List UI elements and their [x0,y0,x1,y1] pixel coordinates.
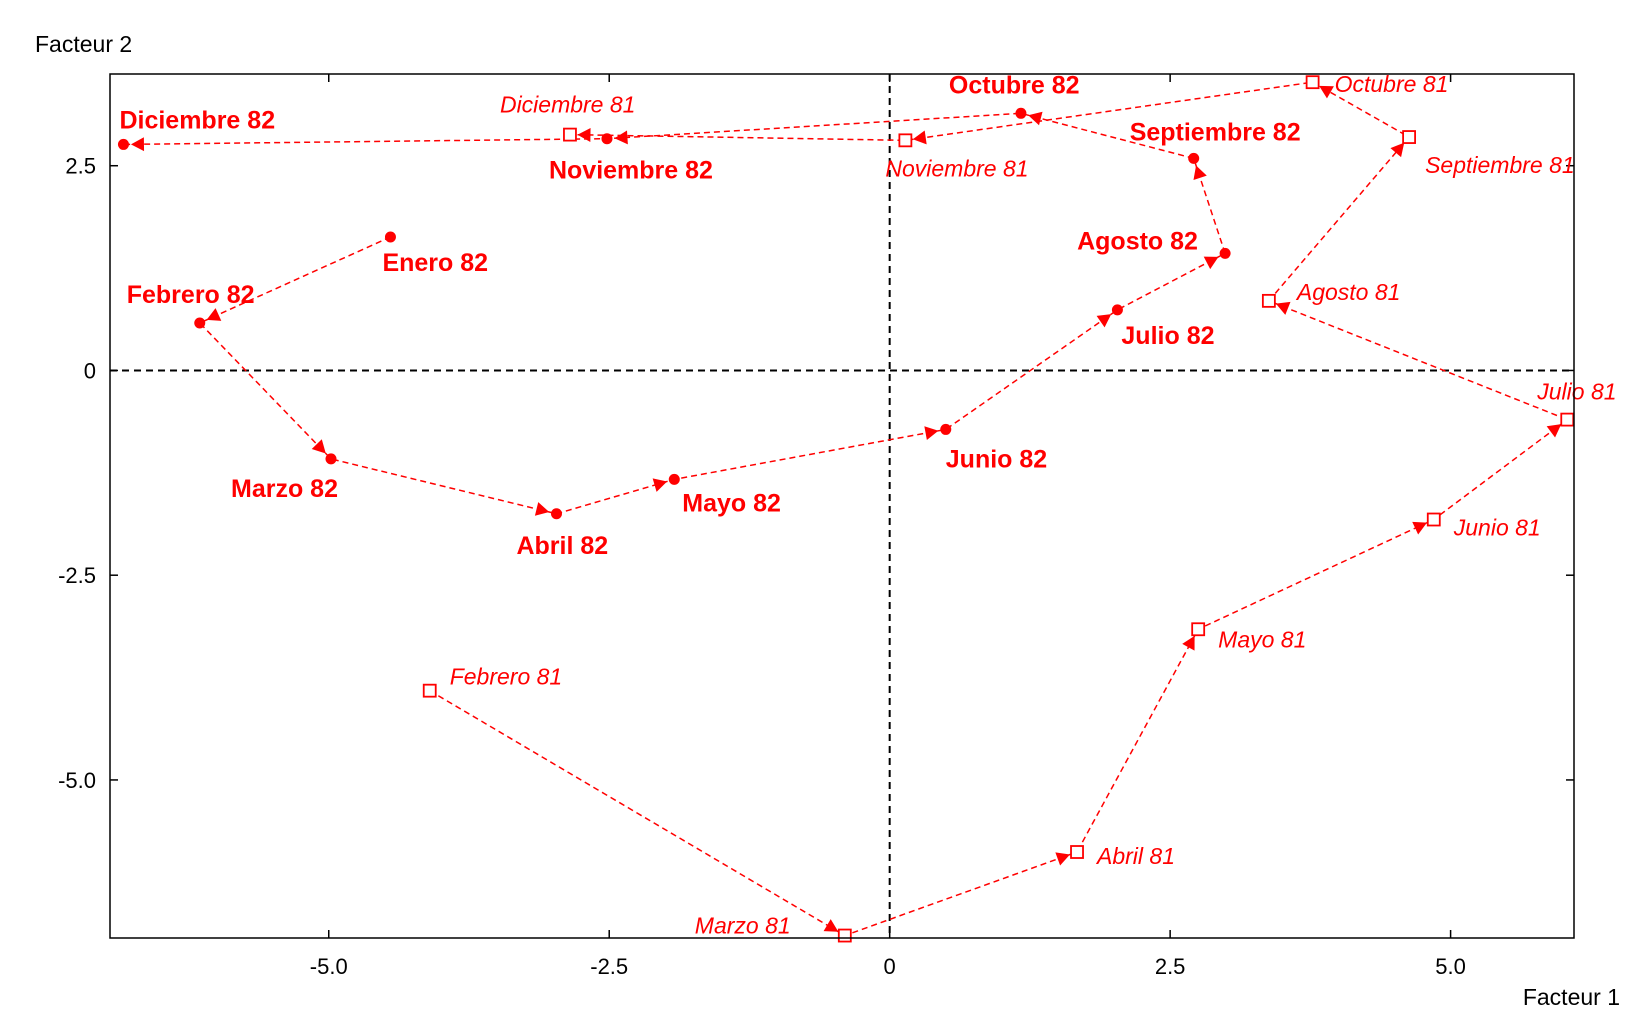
series-82-arrowhead [311,439,326,454]
series-82-arrowhead [534,502,550,516]
label-abril-82: Abril 82 [516,532,608,560]
y-tick-label: 2.5 [65,154,96,179]
point-labels: Enero 82 Febrero 82 Marzo 82 Abril 82 Mayo 8… [119,71,1616,938]
label-mayo-81: Mayo 81 [1218,626,1306,652]
label-febrero-82: Febrero 82 [127,281,255,309]
y-tick-label: -2.5 [58,563,96,588]
series-82-line [123,112,1227,515]
series-81-arrowhead [1412,521,1427,535]
series-82-arrowhead [614,130,628,145]
point-agosto-81 [1261,293,1276,308]
label-junio-81: Junio 81 [1453,515,1541,541]
series-82-arrowhead [206,308,222,321]
series-82-arrowhead [924,426,939,441]
label-noviembre-82: Noviembre 82 [549,157,713,185]
point-mayo-82 [668,473,680,485]
series-81-line [429,81,1569,937]
trajectory-lines [123,81,1569,937]
series-81-arrowhead [1319,85,1334,99]
series-81-arrowhead [1546,424,1562,438]
point-junio-82 [940,423,952,435]
label-octubre-81: Octubre 81 [1335,71,1449,97]
point-abril-81 [1070,845,1084,859]
point-noviembre-81 [898,133,913,148]
series-81-arrowhead [912,130,927,145]
point-julio-82 [1111,304,1123,316]
x-tick-label: 5.0 [1435,954,1466,979]
point-febrero-81 [422,683,437,698]
label-octubre-82: Octubre 82 [949,71,1080,99]
plot-area-background [110,74,1574,938]
axes: -5.0 -2.5 0 2.5 5.0 2.5 0 -2.5 -5.0 [58,74,1574,979]
series-81-arrowhead [1055,852,1070,866]
series-82-arrowhead [1028,111,1043,126]
series-82-arrowhead [652,478,668,492]
point-enero-82 [384,231,396,243]
label-abril-81: Abril 81 [1095,843,1175,869]
point-agosto-82 [1219,247,1231,259]
label-julio-82: Julio 82 [1121,322,1214,350]
series-82-arrowhead [1193,165,1207,181]
label-septiembre-82: Septiembre 82 [1130,118,1301,146]
point-markers [117,75,1575,943]
label-agosto-81: Agosto 81 [1295,279,1401,305]
y-tick-label: -5.0 [58,768,96,793]
point-diciembre-81 [563,127,577,142]
label-noviembre-81: Noviembre 81 [885,155,1028,181]
label-agosto-82: Agosto 82 [1077,227,1198,255]
point-mayo-81 [1191,622,1206,637]
label-febrero-81: Febrero 81 [450,664,563,690]
label-junio-82: Junio 82 [946,445,1047,473]
x-tick-label: 0 [884,954,896,979]
x-tick-label: -5.0 [310,954,348,979]
y-tick-label: 0 [84,358,96,383]
point-octubre-82 [1015,107,1027,119]
point-septiembre-81 [1402,130,1416,144]
label-julio-81: Julio 81 [1536,379,1616,405]
series-81-arrowhead [577,127,591,142]
label-diciembre-81: Diciembre 81 [500,92,635,118]
point-abril-82 [550,508,562,520]
label-septiembre-81: Septiembre 81 [1425,152,1575,178]
point-octubre-81 [1305,75,1320,90]
series-81-arrowhead [1182,635,1195,651]
point-diciembre-82 [117,138,129,150]
point-junio-81 [1426,512,1441,527]
point-septiembre-82 [1188,152,1200,164]
direction-arrows [130,85,1562,932]
point-marzo-81 [837,928,852,943]
label-enero-82: Enero 82 [382,249,488,277]
point-julio-81 [1560,412,1575,427]
series-81-arrowhead [823,919,839,932]
label-marzo-81: Marzo 81 [695,913,791,939]
point-noviembre-82 [601,133,613,145]
series-81-arrowhead [1275,301,1291,315]
label-marzo-82: Marzo 82 [231,475,338,503]
series-82-arrowhead [1096,314,1112,328]
point-marzo-82 [325,453,337,465]
series-82-arrowhead [130,137,145,152]
series-81-arrowhead [1390,142,1405,158]
series-82-arrowhead [1203,256,1219,270]
label-diciembre-82: Diciembre 82 [119,106,275,134]
x-tick-label: -2.5 [590,954,628,979]
label-mayo-82: Mayo 82 [682,489,781,517]
x-axis-title: Facteur 1 [1523,984,1620,1010]
y-axis-title: Facteur 2 [35,31,132,57]
plot-frame [109,73,1575,939]
x-tick-label: 2.5 [1155,954,1186,979]
point-febrero-82 [194,317,206,329]
